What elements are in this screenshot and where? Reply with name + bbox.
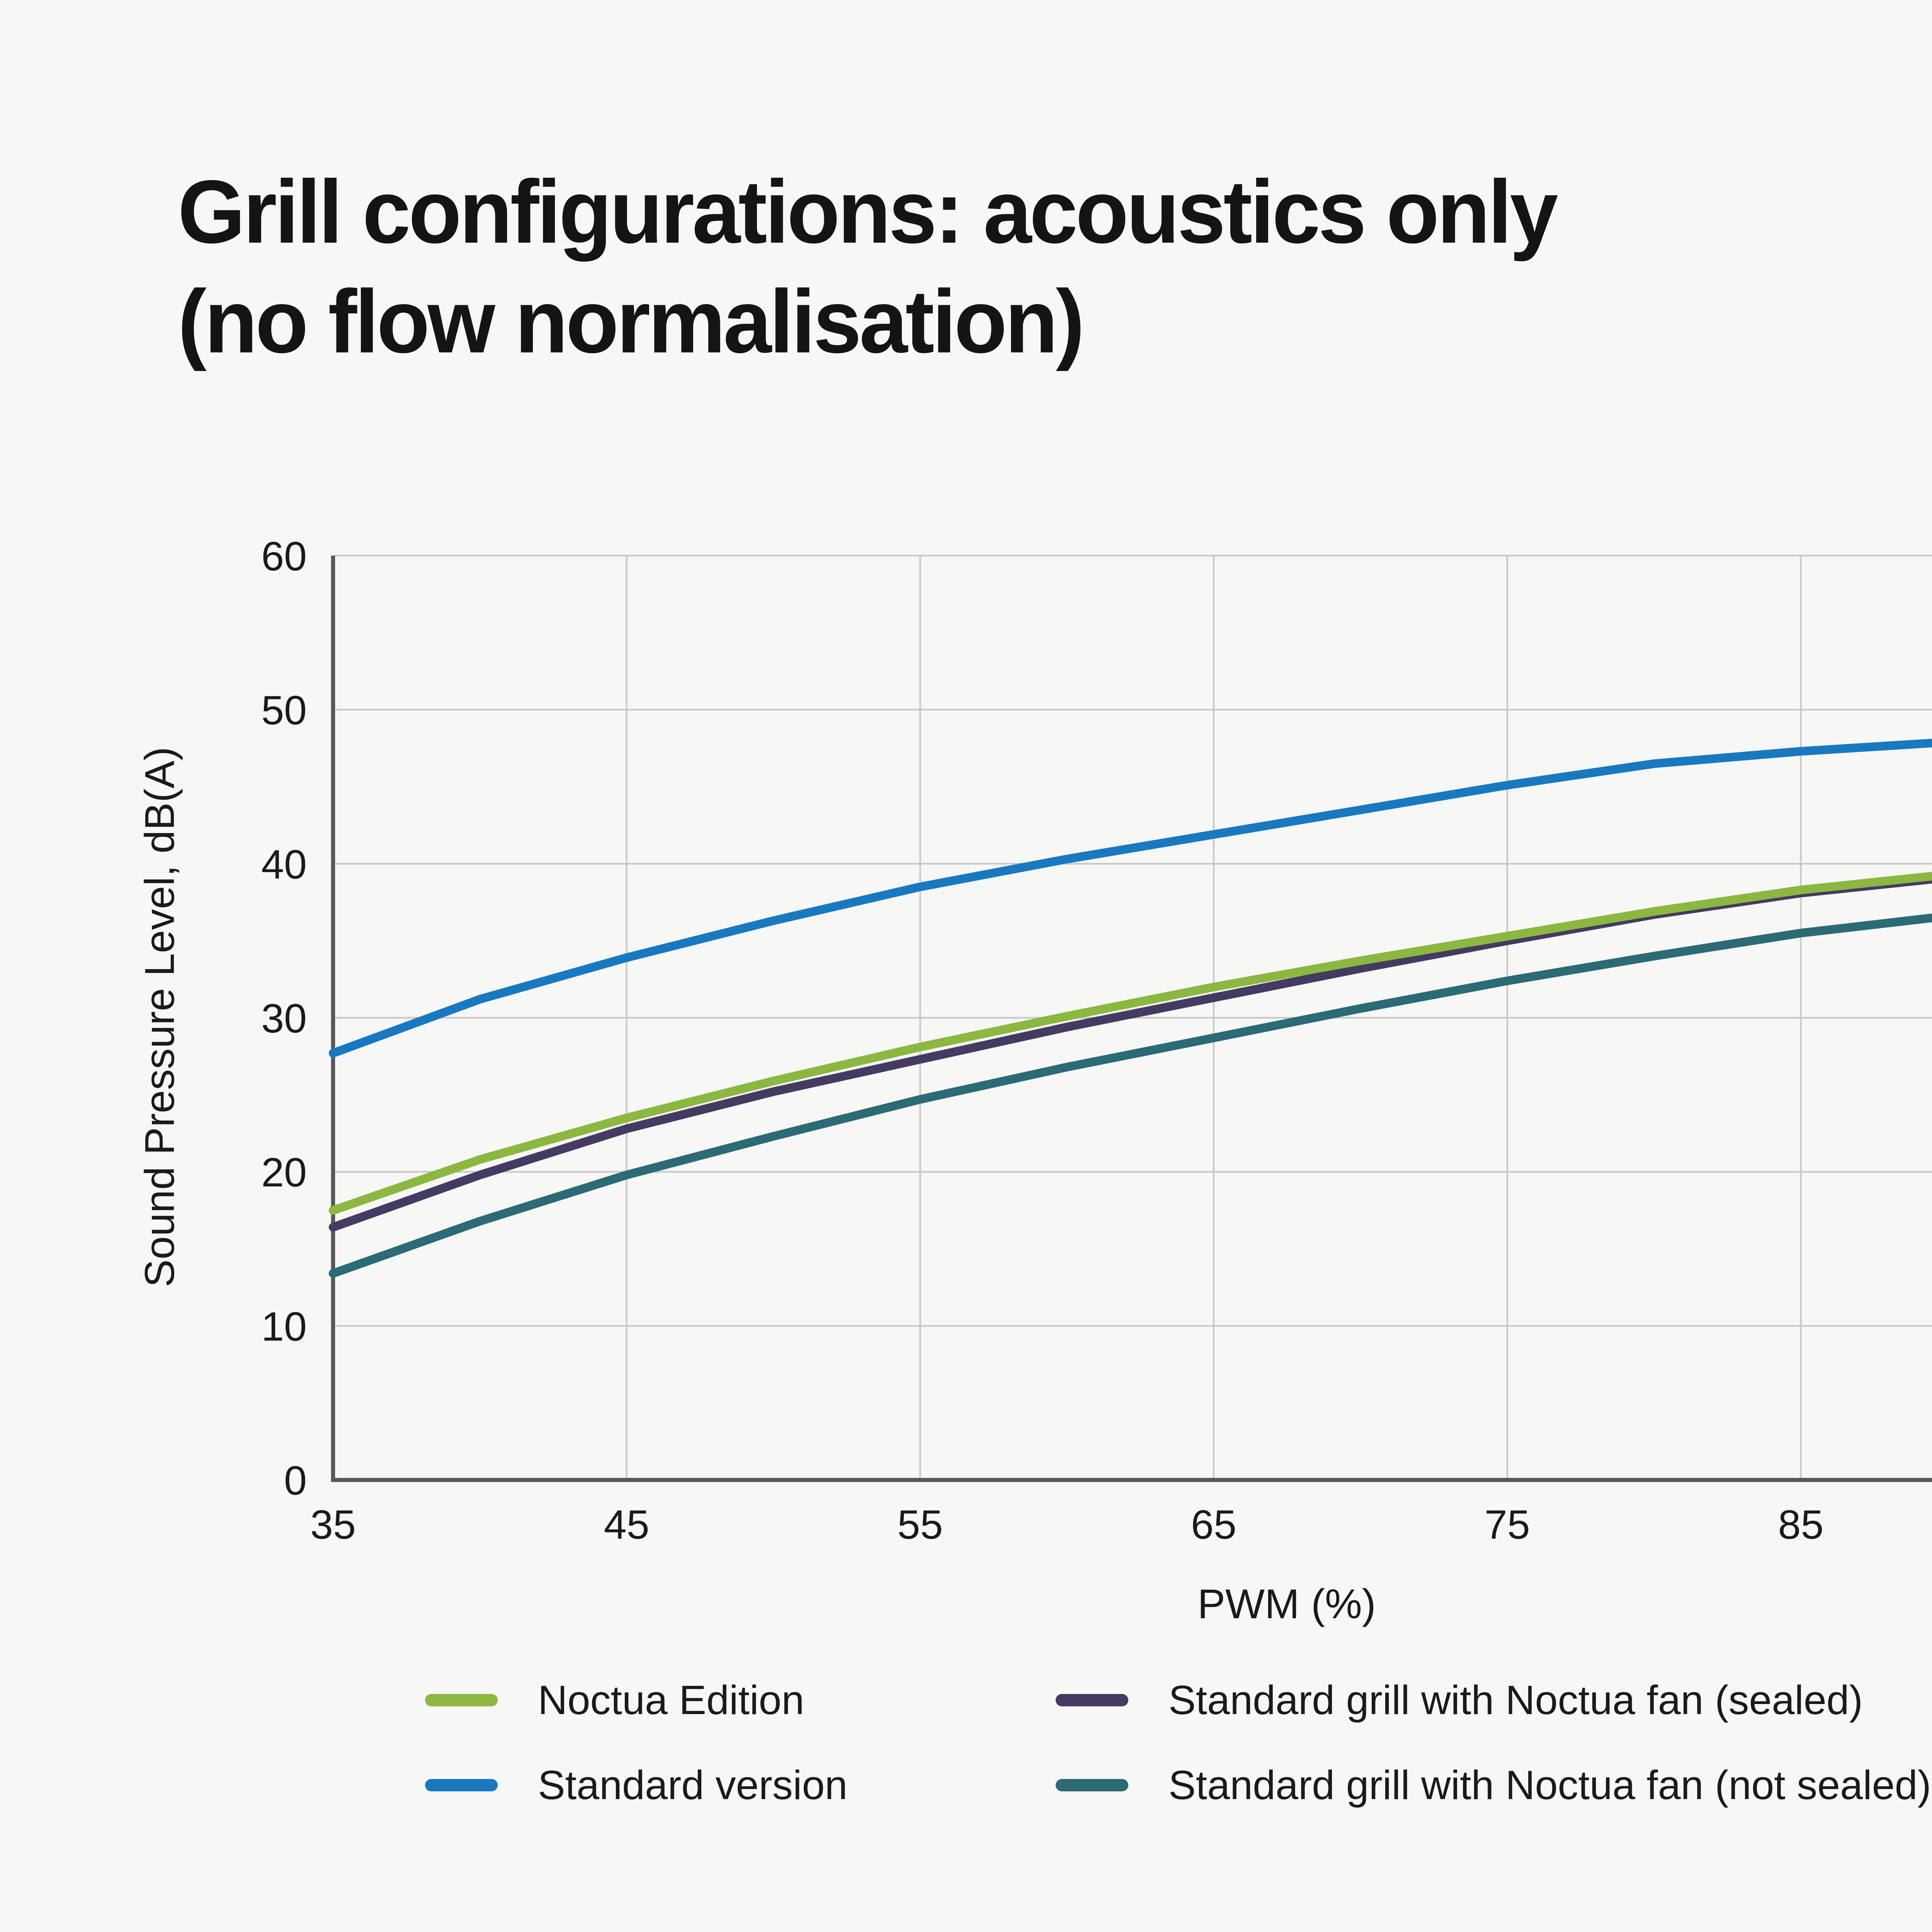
chart-title-line1: Grill configurations: acoustics only xyxy=(178,162,1558,263)
x-tick-label: 65 xyxy=(1191,1502,1236,1548)
y-tick-label: 40 xyxy=(261,842,307,887)
legend-swatch-standard-grill-sealed xyxy=(1056,1694,1128,1706)
y-tick-label: 0 xyxy=(284,1458,307,1503)
legend-label: Standard grill with Noctua fan (sealed) xyxy=(1168,1676,1863,1723)
y-axis-label: Sound Pressure Level, dB(A) xyxy=(137,747,183,1287)
axes xyxy=(331,556,1932,1482)
data-series-lines xyxy=(328,738,1932,1278)
series-line-0 xyxy=(328,872,1932,1215)
x-tick-label: 55 xyxy=(897,1502,943,1548)
legend-swatch-noctua-edition xyxy=(425,1694,498,1706)
legend-item-noctua-edition: Noctua Edition xyxy=(425,1675,804,1725)
chart-title-line2: (no flow normalisation) xyxy=(178,272,1085,372)
legend-item-standard-grill-not-sealed: Standard grill with Noctua fan (not seal… xyxy=(1056,1760,1931,1810)
x-tick-label: 45 xyxy=(604,1502,650,1548)
x-axis-label: PWM (%) xyxy=(1197,1581,1376,1628)
chart-title: Grill configurations: acoustics only (no… xyxy=(178,158,1558,377)
gridlines xyxy=(333,554,1932,1480)
x-tick-label: 75 xyxy=(1485,1502,1530,1548)
legend-label: Standard grill with Noctua fan (not seal… xyxy=(1168,1761,1931,1808)
y-tick-label: 30 xyxy=(261,996,307,1041)
series-line-3 xyxy=(328,913,1932,1278)
tick-labels: 010203040506035455565758595 xyxy=(261,534,1824,1548)
legend-swatch-standard-grill-not-sealed xyxy=(1056,1779,1128,1791)
legend-label: Standard version xyxy=(538,1761,848,1808)
y-tick-label: 50 xyxy=(261,688,307,733)
y-tick-label: 20 xyxy=(261,1150,307,1196)
legend-label: Noctua Edition xyxy=(538,1676,804,1723)
y-tick-label: 60 xyxy=(261,534,307,579)
y-tick-label: 10 xyxy=(261,1304,307,1349)
legend-swatch-standard-version xyxy=(425,1779,498,1791)
series-line-1 xyxy=(328,738,1932,1058)
legend-item-standard-grill-sealed: Standard grill with Noctua fan (sealed) xyxy=(1056,1675,1863,1725)
x-tick-label: 35 xyxy=(310,1502,356,1548)
legend-item-standard-version: Standard version xyxy=(425,1760,847,1810)
x-tick-label: 85 xyxy=(1778,1502,1824,1548)
